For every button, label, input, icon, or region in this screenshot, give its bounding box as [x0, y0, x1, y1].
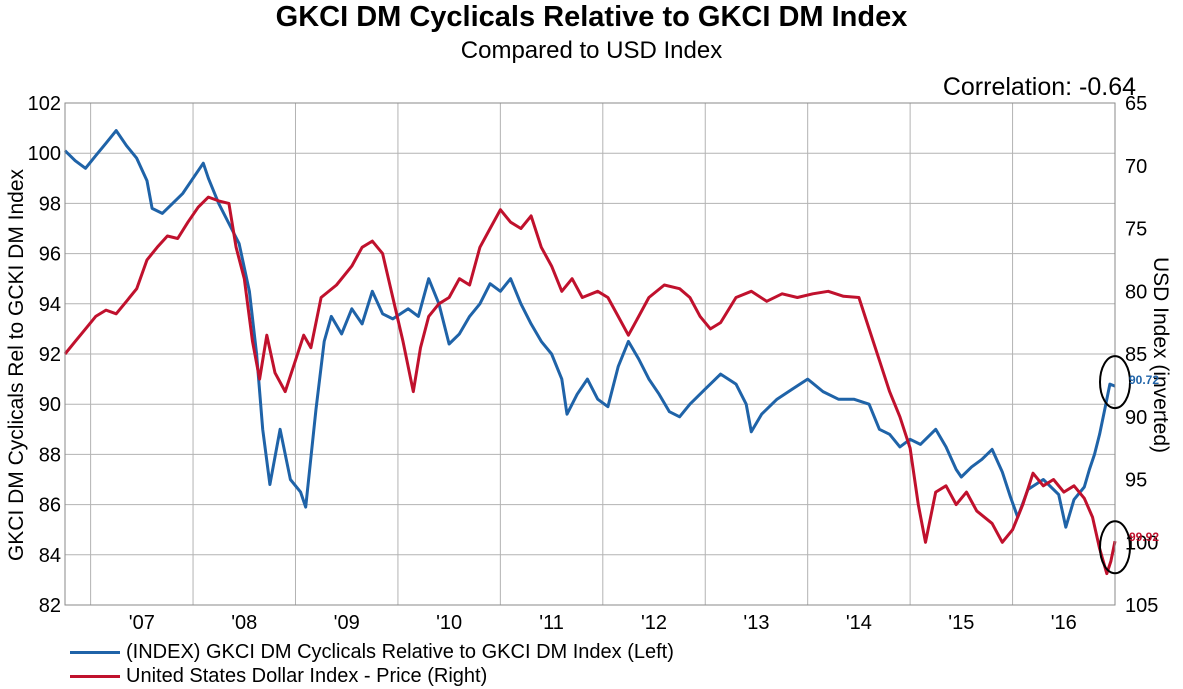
legend-label-index: (INDEX) GKCI DM Cyclicals Relative to GK… — [126, 641, 674, 663]
legend-item-index: (INDEX) GKCI DM Cyclicals Relative to GK… — [70, 640, 674, 664]
axes — [64, 102, 1116, 606]
legend-label-usd: United States Dollar Index - Price (Righ… — [126, 665, 488, 687]
y-tick-right-label: 85 — [1125, 344, 1147, 366]
y-tick-left-label: 86 — [39, 495, 61, 517]
y-tick-right-label: 90 — [1125, 407, 1147, 429]
y-tick-left-label: 92 — [39, 344, 61, 366]
y-tick-left-label: 98 — [39, 193, 61, 215]
callout-circle-usd — [1099, 520, 1131, 575]
legend-item-usd: United States Dollar Index - Price (Righ… — [70, 664, 674, 688]
y-tick-left-label: 102 — [28, 93, 61, 115]
y-tick-right-label: 105 — [1125, 595, 1158, 617]
y-tick-left-label: 84 — [39, 545, 61, 567]
y-tick-left-label: 82 — [39, 595, 61, 617]
x-tick-label: '13 — [743, 612, 769, 634]
y-tick-left-label: 90 — [39, 394, 61, 416]
callouts: 90.72 99.92 — [1099, 355, 1159, 575]
gridlines — [65, 102, 1115, 606]
x-tick-label: '07 — [129, 612, 155, 634]
y-tick-left-label: 88 — [39, 444, 61, 466]
plot-frame — [64, 102, 1116, 606]
end-label-usd: 99.92 — [1129, 530, 1159, 544]
legend: (INDEX) GKCI DM Cyclicals Relative to GK… — [70, 640, 674, 688]
x-tick-label: '10 — [436, 612, 462, 634]
series-lines — [63, 129, 1117, 576]
x-tick-label: '09 — [334, 612, 360, 634]
callout-circle-index — [1099, 355, 1131, 410]
correlation-annotation: Correlation: -0.64 — [942, 73, 1136, 101]
legend-swatch-index — [70, 650, 120, 654]
x-tick-label: '11 — [539, 612, 564, 634]
y-tick-right-label: 70 — [1125, 156, 1147, 178]
end-label-index: 90.72 — [1129, 373, 1159, 387]
chart-subtitle: Compared to USD Index — [460, 37, 723, 64]
x-tick-label: '08 — [231, 612, 257, 634]
x-tick-label: '15 — [948, 612, 974, 634]
x-tick-label: '16 — [1051, 612, 1077, 634]
series-line-usd — [63, 195, 1117, 576]
y-tick-right-label: 80 — [1125, 281, 1147, 303]
x-tick-label: '12 — [641, 612, 667, 634]
y-tick-left-label: 94 — [39, 294, 61, 316]
y-tick-right-label: 95 — [1125, 470, 1147, 492]
y-tick-right-label: 65 — [1125, 93, 1147, 115]
y-tick-left-label: 96 — [39, 244, 61, 266]
x-tick-label: '14 — [846, 612, 872, 634]
series-line-index — [63, 129, 1116, 529]
y-tick-left-label: 100 — [28, 143, 61, 165]
chart-title: GKCI DM Cyclicals Relative to GKCI DM In… — [275, 1, 908, 33]
legend-swatch-usd — [70, 674, 120, 678]
y-tick-right-label: 100 — [1125, 532, 1158, 554]
y-tick-right-label: 75 — [1125, 219, 1147, 241]
tick-labels: 82 84 86 88 90 92 94 96 98 100 102 65 70 75 80 85 90 95 10… — [28, 93, 1159, 634]
